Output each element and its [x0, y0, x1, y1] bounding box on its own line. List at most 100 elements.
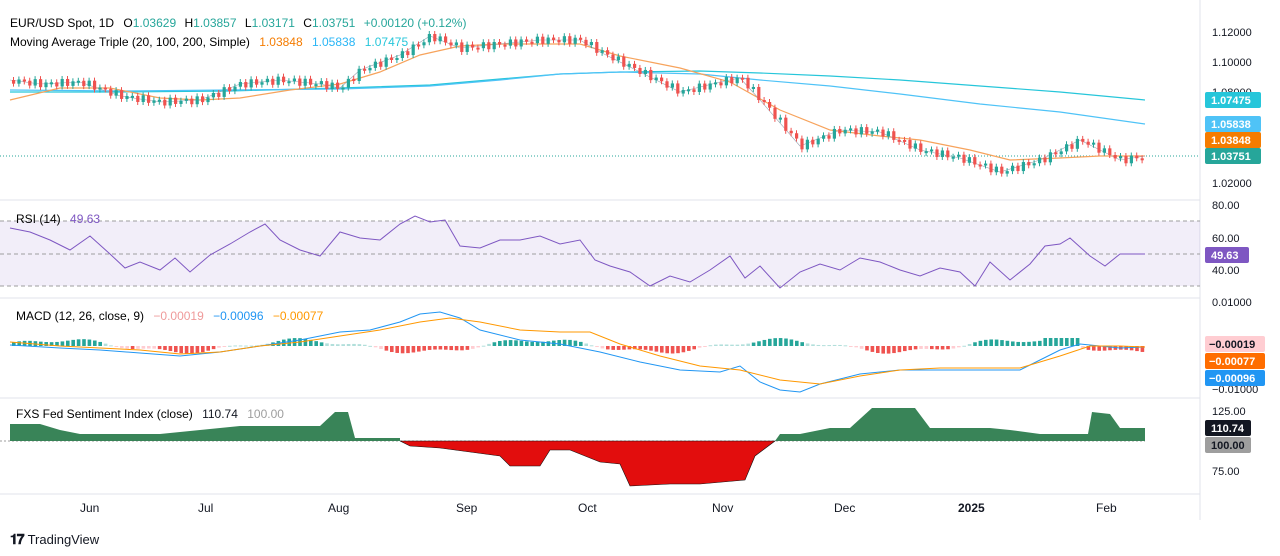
candle-body: [265, 78, 269, 83]
rsi-legend[interactable]: RSI (14) 49.63: [16, 212, 100, 226]
candle-body: [55, 82, 59, 87]
candle-body: [282, 76, 286, 83]
rsi-pane[interactable]: [0, 215, 1200, 289]
candle-body: [508, 39, 512, 46]
footer-brand[interactable]: 𝟏𝟕 TradingView: [10, 531, 99, 548]
candle-body: [822, 135, 826, 139]
candle-body: [260, 82, 264, 85]
candle-body: [881, 129, 885, 137]
macd-hist-bar: [141, 346, 146, 349]
macd-hist-bar: [314, 341, 318, 346]
time-tick: Jun: [80, 501, 99, 515]
macd-hist-bar: [579, 341, 583, 346]
macd-hist-bar: [346, 344, 351, 346]
macd-axis[interactable]: 0.01000 −0.01000: [1212, 297, 1258, 396]
macd-hist-bar: [255, 345, 259, 347]
svg-text:1.03848: 1.03848: [1211, 135, 1251, 147]
candle-body: [957, 154, 961, 157]
candle-body: [325, 81, 329, 90]
candle-body: [309, 78, 313, 85]
macd-hist-badge: −0.00019: [1205, 336, 1265, 352]
macd-hist-bar: [1140, 346, 1145, 352]
candle-body: [805, 139, 809, 150]
candle-body: [444, 36, 448, 43]
time-tick: 2025: [958, 501, 985, 515]
macd-hist-bar: [1065, 338, 1069, 346]
macd-hist-bar: [773, 338, 777, 346]
symbol-legend[interactable]: EUR/USD Spot, 1D O1.03629 H1.03857 L1.03…: [10, 16, 466, 30]
price-pane[interactable]: [0, 31, 1200, 177]
fxs-pane[interactable]: [0, 408, 1145, 487]
macd-hist-bar: [870, 346, 875, 352]
price-axis[interactable]: 1.12000 1.10000 1.08000 1.02000: [1212, 27, 1252, 190]
candle-body: [649, 69, 653, 81]
ma-legend[interactable]: Moving Average Triple (20, 100, 200, Sim…: [10, 35, 408, 49]
candle-body: [849, 128, 853, 131]
last-price-badge: 1.03751: [1205, 148, 1261, 164]
svg-text:1.03751: 1.03751: [1211, 151, 1251, 163]
macd-legend[interactable]: MACD (12, 26, close, 9) −0.00019 −0.0009…: [16, 309, 324, 323]
candle-body: [827, 135, 831, 139]
macd-pane[interactable]: [9, 311, 1146, 393]
macd-hist-bar: [379, 346, 383, 349]
candle-body: [76, 80, 80, 83]
macd-hist-bar: [98, 341, 102, 346]
rsi-axis[interactable]: 80.00 60.00 40.00: [1212, 200, 1240, 277]
macd-hist-bar: [292, 338, 297, 346]
ma20-badge: 1.03848: [1205, 132, 1261, 148]
macd-hist-bar: [913, 346, 918, 350]
ma100-line: [9, 71, 1146, 125]
macd-hist-bar: [973, 342, 977, 346]
candle-body: [795, 133, 799, 139]
macd-hist-bar: [708, 345, 713, 347]
candle-body: [174, 97, 178, 104]
macd-hist-bar: [919, 346, 923, 349]
macd-hist-bar: [1102, 346, 1107, 351]
macd-hist-bar: [768, 338, 772, 346]
candle-body: [870, 131, 874, 134]
candle-body: [1005, 171, 1009, 174]
time-axis[interactable]: Jun Jul Aug Sep Oct Nov Dec 2025 Feb: [80, 501, 1117, 515]
macd-hist-bar: [1021, 342, 1026, 346]
pane-separators: [0, 0, 1201, 520]
fxs-legend[interactable]: FXS Fed Sentiment Index (close) 110.74 1…: [16, 407, 284, 421]
candle-body: [762, 100, 766, 103]
candle-body: [1059, 151, 1063, 155]
candle-body: [1086, 141, 1090, 145]
candle-body: [643, 69, 647, 74]
candle-body: [935, 149, 939, 157]
macd-hist-bar: [39, 341, 43, 346]
candle-body: [724, 77, 728, 86]
macd-hist-bar: [854, 346, 858, 348]
macd-hist-bar: [1048, 338, 1053, 346]
candle-body: [33, 79, 37, 86]
macd-histogram: [12, 338, 1145, 354]
macd-hist-bar: [201, 346, 205, 353]
candle-body: [1108, 148, 1112, 156]
candle-body: [735, 77, 739, 84]
macd-hist-bar: [433, 346, 437, 350]
candle-body: [276, 76, 280, 85]
macd-hist-bar: [1108, 346, 1112, 351]
candle-body: [741, 77, 745, 80]
candle-body: [44, 82, 48, 88]
macd-hist-bar: [1092, 346, 1096, 351]
macd-hist-bar: [395, 346, 399, 353]
macd-hist-bar: [962, 345, 966, 347]
candle-body: [843, 129, 847, 134]
macd-hist-bar: [1070, 338, 1074, 346]
candle-body: [708, 83, 712, 90]
fxs-badge: 110.74: [1205, 420, 1251, 436]
fxs-axis[interactable]: 125.00 75.00: [1212, 406, 1246, 478]
candle-body: [1048, 152, 1052, 163]
macd-hist-bar: [859, 346, 864, 349]
macd-hist-bar: [568, 339, 572, 346]
candle-body: [859, 127, 863, 135]
candle-body: [49, 82, 53, 85]
macd-hist-bar: [967, 343, 972, 346]
macd-hist-bar: [93, 340, 97, 346]
macd-hist-bar: [832, 344, 837, 346]
macd-hist-bar: [76, 339, 81, 346]
macd-hist-bar: [44, 342, 48, 346]
